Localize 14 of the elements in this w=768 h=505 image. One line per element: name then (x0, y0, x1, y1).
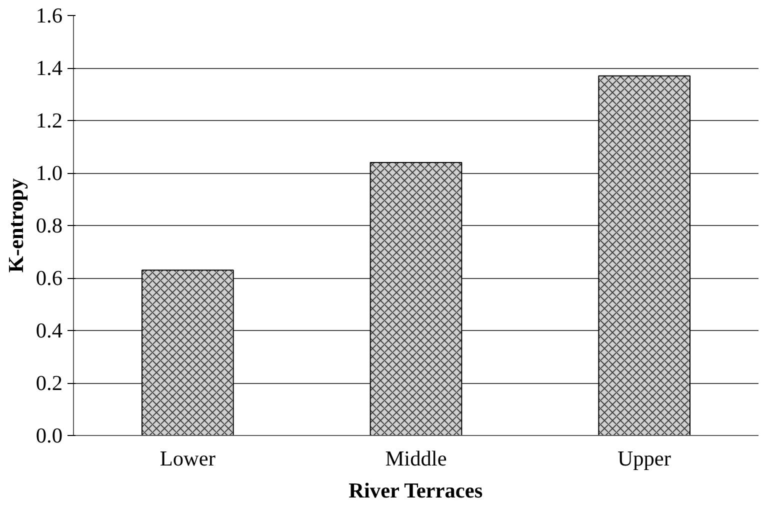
y-tick-label: 0.8 (36, 214, 63, 238)
y-tick-label: 0.4 (36, 318, 63, 342)
x-tick-label: Middle (385, 446, 447, 470)
y-tick-label: 1.2 (36, 108, 63, 132)
y-tick-label: 0.2 (36, 371, 63, 395)
x-axis-title: River Terraces (348, 478, 483, 502)
y-tick-label: 1.0 (36, 161, 63, 185)
y-tick-label: 1.4 (36, 56, 63, 80)
x-tick-label: Upper (618, 446, 671, 470)
x-tick-label: Lower (160, 446, 216, 470)
y-tick-label: 0.6 (36, 266, 63, 290)
y-tick-label: 0.0 (36, 424, 63, 448)
y-axis-title: K-entropy (4, 178, 28, 273)
y-tick-label: 1.6 (36, 4, 63, 28)
